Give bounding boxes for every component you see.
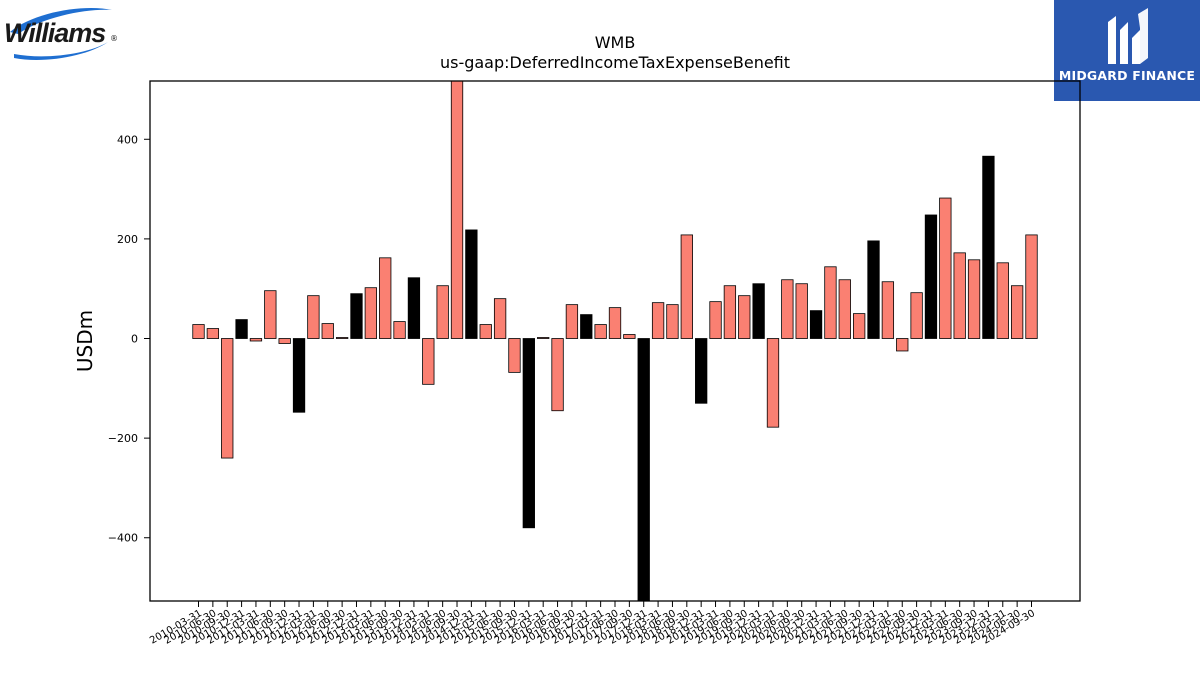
bar-2016-12-31 bbox=[580, 314, 593, 339]
bar-2020-06-30 bbox=[781, 279, 794, 339]
bar-2022-03-31 bbox=[881, 281, 895, 339]
bar-2012-12-31 bbox=[350, 293, 363, 339]
bar-2018-09-30 bbox=[680, 234, 693, 339]
plot-frame bbox=[149, 80, 1081, 602]
bar-2017-06-30 bbox=[608, 307, 622, 339]
williams-swoosh-icon bbox=[10, 8, 112, 61]
bar-2017-09-30 bbox=[623, 334, 636, 339]
bar-2020-09-30 bbox=[795, 283, 808, 339]
bar-2024-09-30 bbox=[1025, 234, 1038, 339]
midgard-wordmark: MIDGARD FINANCE bbox=[1058, 68, 1196, 83]
bar-2019-09-30 bbox=[738, 295, 751, 339]
williams-logo: Williams ® bbox=[4, 4, 122, 66]
midgard-m-icon bbox=[1108, 8, 1148, 64]
bar-2017-12-31 bbox=[637, 338, 650, 601]
registered-mark: ® bbox=[110, 34, 118, 43]
bar-2016-09-30 bbox=[565, 304, 579, 339]
bar-2013-03-31 bbox=[364, 287, 377, 339]
bar-2016-06-30 bbox=[551, 338, 564, 412]
bar-2010-03-31 bbox=[192, 324, 205, 339]
plot-area bbox=[192, 81, 1038, 601]
bar-2015-03-31 bbox=[479, 324, 492, 339]
bar-2023-09-30 bbox=[967, 259, 981, 339]
bar-2012-06-30 bbox=[321, 323, 334, 339]
bar-2015-09-30 bbox=[508, 338, 521, 373]
bar-2023-06-30 bbox=[953, 252, 966, 339]
bar-2018-06-30 bbox=[666, 304, 679, 339]
y-tick-label: 400 bbox=[117, 133, 138, 146]
bar-2012-09-30 bbox=[335, 337, 349, 339]
bar-2022-12-31 bbox=[924, 214, 938, 339]
y-tick-label: −200 bbox=[108, 432, 138, 445]
bar-2022-09-30 bbox=[910, 292, 923, 339]
midgard-finance-logo: MIDGARD FINANCE bbox=[1054, 0, 1200, 101]
y-tick-label: −400 bbox=[108, 532, 138, 545]
x-axis: 2010-03-312010-06-302010-09-302010-12-31… bbox=[148, 601, 1037, 647]
bar-2023-12-31 bbox=[982, 155, 995, 339]
bar-2013-06-30 bbox=[379, 257, 392, 339]
bar-2021-06-30 bbox=[838, 279, 851, 339]
bar-2019-03-31 bbox=[709, 301, 722, 339]
bar-2013-12-31 bbox=[407, 277, 421, 339]
bar-2019-12-31 bbox=[752, 283, 765, 339]
chart-subtitle: us-gaap:DeferredIncomeTaxExpenseBenefit bbox=[440, 53, 790, 72]
bar-2011-12-31 bbox=[292, 338, 306, 413]
bar-2010-09-30 bbox=[221, 338, 234, 459]
bar-2016-03-31 bbox=[537, 337, 550, 339]
bar-2018-12-31 bbox=[695, 338, 708, 404]
y-axis-label: USDm bbox=[73, 310, 97, 372]
bar-2011-06-30 bbox=[264, 290, 277, 339]
bar-2024-06-30 bbox=[1010, 285, 1024, 339]
bar-2010-06-30 bbox=[206, 328, 220, 339]
bar-2022-06-30 bbox=[896, 338, 909, 352]
bar-2015-06-30 bbox=[493, 298, 507, 339]
bar-2012-03-31 bbox=[307, 295, 320, 339]
bar-2014-12-31 bbox=[465, 229, 478, 339]
bar-2014-09-30 bbox=[450, 81, 464, 339]
bar-2018-03-31 bbox=[651, 302, 665, 339]
bar-2011-03-31 bbox=[249, 338, 263, 342]
bar-2021-12-31 bbox=[867, 240, 880, 339]
bar-2023-03-31 bbox=[939, 197, 952, 339]
bar-2013-09-30 bbox=[393, 321, 406, 339]
bar-2024-03-31 bbox=[996, 262, 1009, 339]
y-tick-label: 200 bbox=[117, 233, 138, 246]
bar-2014-06-30 bbox=[436, 285, 449, 339]
chart-title: WMB bbox=[595, 33, 636, 52]
bar-2021-03-31 bbox=[824, 266, 837, 339]
bar-2011-09-30 bbox=[278, 338, 291, 344]
bar-2020-12-31 bbox=[809, 310, 823, 339]
bar-2021-09-30 bbox=[853, 313, 866, 339]
bar-2020-03-31 bbox=[766, 338, 780, 428]
bar-2010-12-31 bbox=[235, 319, 248, 339]
bar-2014-03-31 bbox=[422, 338, 435, 385]
bar-2017-03-31 bbox=[594, 324, 607, 339]
williams-wordmark: Williams bbox=[4, 18, 106, 48]
y-tick-label: 0 bbox=[131, 333, 138, 346]
y-axis: −400 −200 0 200 400 bbox=[108, 133, 150, 545]
bar-2019-06-30 bbox=[723, 285, 737, 339]
bar-2015-12-31 bbox=[522, 338, 535, 529]
